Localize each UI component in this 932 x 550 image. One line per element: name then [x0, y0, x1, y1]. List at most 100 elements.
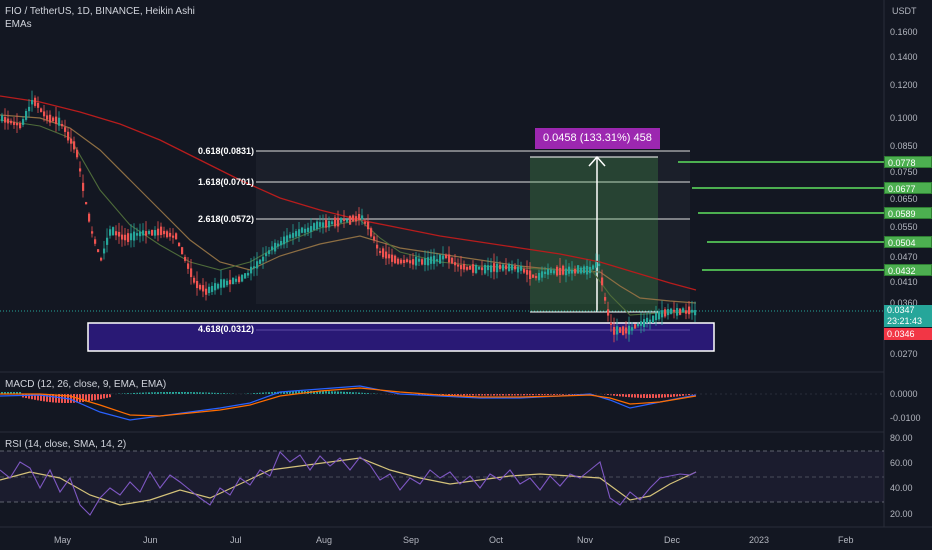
macd-histogram-bar: [169, 392, 171, 394]
candle-body: [571, 269, 574, 274]
fib-label[interactable]: 0.618(0.0831): [198, 146, 255, 156]
macd-histogram-bar: [343, 391, 345, 394]
candle-body: [475, 265, 478, 274]
level-tag[interactable]: 0.0504: [884, 236, 932, 248]
candle-body: [694, 310, 697, 316]
macd-histogram-bar: [193, 392, 195, 394]
candle-body: [46, 115, 49, 120]
fib-label[interactable]: 2.618(0.0572): [198, 214, 255, 224]
candle-body: [94, 239, 97, 244]
macd-histogram-bar: [502, 394, 504, 396]
macd-histogram-bar: [58, 394, 60, 403]
measure-label[interactable]: 0.0458 (133.31%) 458: [535, 128, 660, 149]
macd-histogram-bar: [547, 394, 549, 396]
macd-histogram-bar: [667, 394, 669, 398]
current-price-value: 0.0347: [887, 305, 915, 315]
macd-histogram-bar: [286, 391, 288, 394]
candle-body: [664, 309, 667, 317]
macd-histogram-bar: [685, 394, 687, 396]
candle-body: [205, 288, 208, 295]
current-price-tag[interactable]: 0.0347 23:21:43: [884, 305, 932, 327]
candle-body: [241, 274, 244, 282]
macd-histogram-bar: [25, 394, 27, 399]
candle-body: [1, 115, 4, 122]
macd-histogram-bar: [136, 392, 138, 394]
candle-body: [172, 235, 175, 238]
candle-body: [604, 297, 607, 301]
macd-histogram-bar: [91, 394, 93, 401]
candle-body: [85, 202, 88, 205]
level-tag[interactable]: 0.0432: [884, 264, 932, 276]
candle-body: [139, 231, 142, 237]
candle-body: [73, 141, 76, 150]
candle-body: [4, 117, 7, 123]
macd-histogram-bar: [301, 391, 303, 394]
fib-label[interactable]: 1.618(0.0701): [198, 177, 255, 187]
candle-body: [352, 215, 355, 222]
macd-histogram-bar: [538, 394, 540, 396]
candle-body: [169, 232, 172, 237]
macd-histogram-bar: [100, 394, 102, 400]
level-tag[interactable]: 0.0778: [884, 156, 932, 168]
macd-histogram-bar: [55, 394, 57, 403]
candle-body: [691, 309, 694, 313]
rsi-label: 20.00: [890, 509, 913, 519]
ema-price-tag[interactable]: 0.0346: [884, 328, 932, 340]
macd-histogram-bar: [652, 394, 654, 398]
candle-body: [142, 230, 145, 236]
macd-histogram-bar: [37, 394, 39, 401]
macd-histogram-bar: [268, 392, 270, 394]
macd-histogram-bar: [568, 394, 570, 395]
macd-histogram-bar: [340, 391, 342, 394]
candle-body: [478, 266, 481, 270]
candle-body: [229, 279, 232, 285]
macd-histogram-bar: [7, 392, 9, 394]
macd-histogram-bar: [88, 394, 90, 402]
level-tag[interactable]: 0.0677: [884, 182, 932, 194]
candle-body: [487, 265, 490, 271]
macd-histogram-bar: [319, 391, 321, 394]
candle-body: [175, 233, 178, 240]
candle-body: [658, 311, 661, 320]
time-label: May: [54, 535, 72, 545]
candle-body: [682, 308, 685, 312]
candle-body: [484, 265, 487, 274]
rsi-title[interactable]: RSI (14, close, SMA, 14, 2): [5, 439, 127, 450]
macd-histogram-bar: [187, 392, 189, 394]
candle-body: [670, 308, 673, 314]
candle-body: [118, 231, 121, 237]
fib-label[interactable]: 4.618(0.0312): [198, 324, 255, 334]
candle-body: [382, 248, 385, 258]
macd-histogram-bar: [163, 392, 165, 394]
macd-histogram-bar: [673, 394, 675, 397]
macd-histogram-bar: [4, 392, 6, 394]
candle-body: [325, 220, 328, 228]
macd-histogram-bar: [514, 394, 516, 396]
candle-body: [514, 266, 517, 270]
candle-body: [574, 268, 577, 274]
macd-histogram-bar: [160, 392, 162, 394]
macd-histogram-bar: [367, 393, 369, 394]
macd-histogram-bar: [13, 392, 15, 394]
level-tag[interactable]: 0.0589: [884, 207, 932, 219]
price-label: 0.1400: [890, 52, 918, 62]
macd-histogram-bar: [631, 394, 633, 398]
candle-body: [622, 326, 625, 335]
chart-title[interactable]: FIO / TetherUS, 1D, BINANCE, Heikin Ashi: [5, 6, 195, 17]
macd-histogram-bar: [670, 394, 672, 398]
candle-body: [394, 255, 397, 264]
macd-histogram-bar: [52, 394, 54, 403]
candle-body: [595, 262, 598, 268]
macd-title[interactable]: MACD (12, 26, close, 9, EMA, EMA): [5, 379, 167, 390]
candle-body: [547, 268, 550, 275]
candle-body: [388, 254, 391, 259]
macd-histogram-bar: [541, 394, 543, 396]
candle-body: [331, 221, 334, 225]
macd-histogram-bar: [208, 392, 210, 394]
macd-histogram-bar: [628, 394, 630, 398]
candle-body: [334, 217, 337, 227]
indicator-label-emas[interactable]: EMAs: [5, 19, 32, 30]
macd-histogram-bar: [157, 392, 159, 394]
candle-body: [217, 283, 220, 289]
